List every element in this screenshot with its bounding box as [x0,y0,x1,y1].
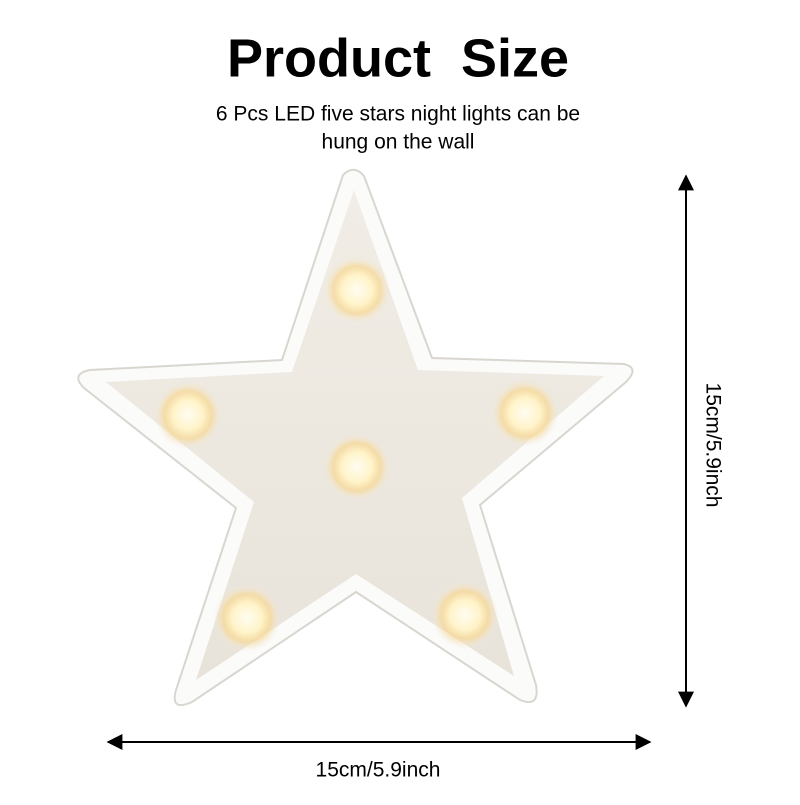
led [491,379,559,447]
led [154,381,222,449]
led [323,433,391,501]
led [213,584,281,652]
led [431,581,499,649]
height-label: 15cm/5.9inch [701,383,724,508]
width-label: 15cm/5.9inch [316,759,441,782]
led [323,256,391,324]
subtitle: hung on the wall [322,131,475,154]
subtitle: 6 Pcs LED five stars night lights can be [216,103,580,126]
led-lights [154,256,559,652]
title: Product Size [227,28,569,88]
